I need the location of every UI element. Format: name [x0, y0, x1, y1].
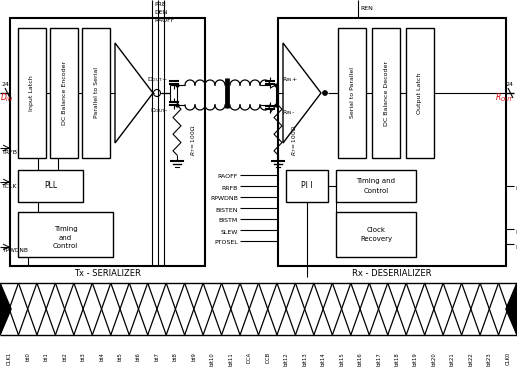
Text: Clock: Clock — [367, 227, 386, 233]
Text: bit11: bit11 — [229, 352, 233, 366]
Bar — [18, 212, 113, 257]
Text: bit23: bit23 — [487, 352, 492, 366]
Text: Parallel to Serial: Parallel to Serial — [94, 68, 99, 118]
Text: PRE: PRE — [154, 3, 166, 7]
Text: DC Balance Encoder: DC Balance Encoder — [62, 61, 67, 125]
Text: CLK1: CLK1 — [7, 352, 12, 365]
Text: TCLK: TCLK — [2, 184, 18, 188]
Text: bit10: bit10 — [210, 352, 215, 366]
Text: RAOFF: RAOFF — [154, 19, 174, 23]
Text: RPWDNB: RPWDNB — [210, 197, 238, 201]
Text: DEN: DEN — [154, 10, 168, 16]
Text: DCA: DCA — [247, 352, 252, 363]
Text: Control: Control — [363, 188, 389, 194]
Text: bt1: bt1 — [43, 352, 49, 361]
Text: bit20: bit20 — [431, 352, 436, 366]
Text: CLK0: CLK0 — [505, 352, 510, 365]
Text: RAOFF: RAOFF — [218, 174, 238, 180]
Text: Serial to Parallel: Serial to Parallel — [349, 68, 355, 118]
Text: TPWDNB: TPWDNB — [2, 249, 28, 253]
Text: $\mathregular{D_{OUT}}$-: $\mathregular{D_{OUT}}$- — [150, 106, 168, 115]
Text: PASS: PASS — [515, 245, 517, 250]
Text: bit22: bit22 — [468, 352, 474, 366]
Text: Control: Control — [53, 243, 78, 250]
Text: bit12: bit12 — [284, 352, 288, 366]
Bar — [372, 28, 400, 158]
Text: $\mathregular{D_{OUT}}$+: $\mathregular{D_{OUT}}$+ — [147, 76, 168, 85]
Text: $R_T = 100\Omega$: $R_T = 100\Omega$ — [189, 124, 198, 156]
Text: PI I: PI I — [301, 181, 313, 190]
Polygon shape — [283, 43, 321, 143]
Text: Recovery: Recovery — [360, 236, 392, 243]
Text: bt4: bt4 — [99, 352, 104, 361]
Bar — [10, 18, 205, 266]
Bar — [278, 18, 506, 266]
Bar — [18, 28, 46, 158]
Text: bit21: bit21 — [450, 352, 455, 366]
Text: Input Latch: Input Latch — [29, 75, 35, 111]
Polygon shape — [115, 43, 153, 143]
Text: bit17: bit17 — [376, 352, 381, 366]
Text: $\mathregular{R_{IN}}$-: $\mathregular{R_{IN}}$- — [282, 109, 295, 118]
Text: LOCK: LOCK — [515, 187, 517, 191]
Text: bit16: bit16 — [358, 352, 362, 366]
Text: RRFB: RRFB — [222, 186, 238, 190]
Text: DC Balance Decoder: DC Balance Decoder — [384, 60, 388, 125]
Text: bit19: bit19 — [413, 352, 418, 366]
Text: bt6: bt6 — [136, 352, 141, 361]
Text: bit14: bit14 — [321, 352, 326, 366]
Text: bt5: bt5 — [117, 352, 123, 361]
Bar — [338, 28, 366, 158]
Text: bt7: bt7 — [155, 352, 159, 361]
Text: bit18: bit18 — [394, 352, 400, 366]
Text: SLEW: SLEW — [221, 230, 238, 234]
Bar — [50, 28, 78, 158]
Text: bt3: bt3 — [81, 352, 86, 361]
Text: $\mathregular{R_{IN}}$+: $\mathregular{R_{IN}}$+ — [282, 76, 298, 85]
Text: BISTEN: BISTEN — [216, 207, 238, 213]
Polygon shape — [506, 283, 517, 335]
Circle shape — [323, 91, 327, 95]
Text: $R_{OUT}$: $R_{OUT}$ — [495, 92, 514, 104]
Text: PLL: PLL — [44, 181, 57, 190]
Polygon shape — [0, 283, 11, 335]
Text: bt8: bt8 — [173, 352, 178, 361]
Bar — [406, 28, 434, 158]
Text: and: and — [59, 234, 72, 240]
Text: BISTM: BISTM — [219, 219, 238, 223]
Bar — [336, 170, 416, 202]
Text: bt2: bt2 — [62, 352, 67, 361]
Text: bit13: bit13 — [302, 352, 307, 366]
Bar — [82, 28, 110, 158]
Text: DCB: DCB — [265, 352, 270, 363]
Text: Timing and: Timing and — [357, 178, 396, 184]
Text: bt9: bt9 — [191, 352, 196, 361]
Text: TRFB: TRFB — [2, 150, 18, 154]
Text: RCLK: RCLK — [515, 230, 517, 234]
Bar — [18, 170, 83, 202]
Text: 24: 24 — [506, 82, 514, 88]
Bar — [336, 212, 416, 257]
Bar — [286, 170, 328, 202]
Circle shape — [154, 89, 160, 96]
Text: Tx - SERIALIZER: Tx - SERIALIZER — [74, 269, 141, 278]
Text: REN: REN — [360, 6, 373, 10]
Text: $D_{IN}$: $D_{IN}$ — [0, 92, 13, 104]
Text: bit15: bit15 — [339, 352, 344, 366]
Text: $R_T = 100\Omega$: $R_T = 100\Omega$ — [290, 124, 299, 156]
Text: Rx - DESERIALIZER: Rx - DESERIALIZER — [352, 269, 432, 278]
Text: Output Latch: Output Latch — [418, 72, 422, 114]
Text: Timing: Timing — [54, 226, 78, 232]
Text: bt0: bt0 — [25, 352, 30, 361]
Text: 24: 24 — [2, 82, 10, 88]
Text: PTOSEL: PTOSEL — [214, 240, 238, 246]
